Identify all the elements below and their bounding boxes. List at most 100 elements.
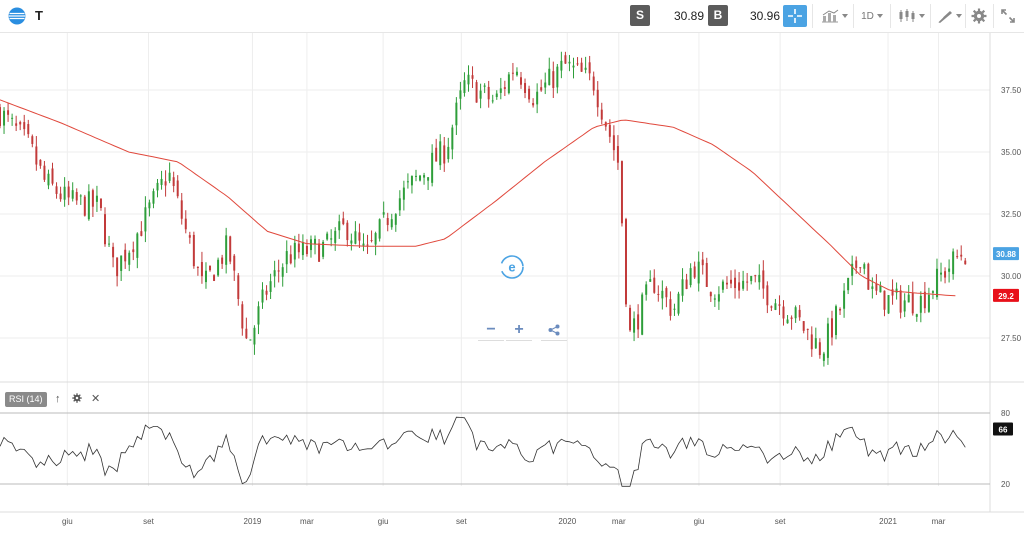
candle-body [843,290,846,309]
candle-body [734,277,737,289]
candle-body [217,259,220,276]
settings-button[interactable] [968,5,990,27]
rsi-move-up-button[interactable]: ↑ [55,393,61,405]
candle-body [927,294,930,312]
svg-text:e: e [508,260,515,275]
rsi-close-button[interactable]: ✕ [91,393,101,405]
candle-body [685,279,688,290]
candle-body [104,214,107,245]
candle-body [649,279,652,282]
candle-body [180,200,183,219]
sell-button[interactable]: S [630,5,650,26]
candle-body [552,71,555,88]
rsi-tick-label: 80 [1001,409,1010,418]
candle-body [758,274,761,283]
candle-body [402,187,405,200]
candle-body [802,321,805,331]
zoom-out-button[interactable]: − [478,320,504,341]
candlestick-button[interactable] [895,5,927,27]
candle-body [911,292,914,314]
candle-body [152,191,155,204]
candle-body [326,233,329,240]
candle-body [362,243,365,246]
candle-body [580,62,583,72]
candle-body [467,74,470,85]
candle-body [548,68,551,86]
candle-body [487,86,490,100]
candle-body [43,165,46,180]
candle-body [511,72,514,74]
zoom-in-button[interactable]: + [506,320,532,341]
candle-body [398,198,401,211]
buy-button[interactable]: B [708,5,728,26]
candle-body [717,294,720,302]
candle-body [596,89,599,108]
candle-body [592,76,595,91]
candle-body [112,246,115,258]
candle-body [503,87,506,89]
buy-price[interactable]: 30.96 [750,9,781,23]
rsi-settings-button[interactable] [72,392,82,407]
candle-body [875,283,878,291]
candle-body [742,280,745,289]
candle-body [540,87,543,91]
candle-body [184,218,187,230]
candle-body [588,62,591,74]
share-button[interactable] [541,320,567,341]
candle-body [192,234,195,267]
candle-body [285,251,288,265]
candle-body [196,267,199,269]
candle-body [705,262,708,287]
time-axis-label: 2019 [244,517,262,526]
candle-body [754,275,757,277]
candle-body [491,100,494,102]
expand-button[interactable] [997,5,1019,27]
candle-body [944,271,947,278]
moving-average-badge: 29.2 [998,292,1014,301]
instrument-symbol: T [35,8,43,23]
candle-body [519,77,522,85]
candle-body [51,168,54,184]
candle-body [172,177,175,187]
time-axis-label: giu [378,517,389,526]
time-axis-label: mar [932,517,946,526]
candle-body [919,295,922,313]
crosshair-button[interactable] [783,5,807,27]
candle-body [414,175,417,177]
rsi-indicator-label[interactable]: RSI (14) [5,392,47,407]
chart-type-button[interactable] [818,5,850,27]
draw-tools-button[interactable] [935,5,963,27]
candle-body [314,238,317,245]
time-axis-label: 2021 [879,517,897,526]
candle-body [616,146,619,163]
candle-body [176,180,179,197]
interval-dropdown[interactable]: 1D [858,5,886,27]
candle-body [964,260,967,265]
candle-body [725,282,728,285]
rsi-value-badge: 66 [999,426,1008,435]
candle-body [556,66,559,88]
candle-body [334,230,337,243]
candle-body [7,110,10,115]
candle-body [584,67,587,70]
candle-body [568,61,571,64]
rsi-value-badge-bg [993,422,1013,436]
candle-body [168,172,171,181]
candle-body [374,233,377,245]
candle-body [390,219,393,228]
candle-body [576,63,579,65]
candle-body [536,91,539,105]
candle-body [233,255,236,271]
candle-body [91,190,94,207]
etoro-watermark-icon: e [500,255,524,279]
candle-body [830,318,833,338]
sell-price[interactable]: 30.89 [674,9,705,23]
price-tick-label: 32.50 [1001,210,1022,219]
candle-body [665,288,668,298]
candle-body [572,65,575,68]
candle-body [960,254,963,257]
candle-body [128,252,131,265]
candle-body [847,277,850,291]
candle-body [931,291,934,293]
